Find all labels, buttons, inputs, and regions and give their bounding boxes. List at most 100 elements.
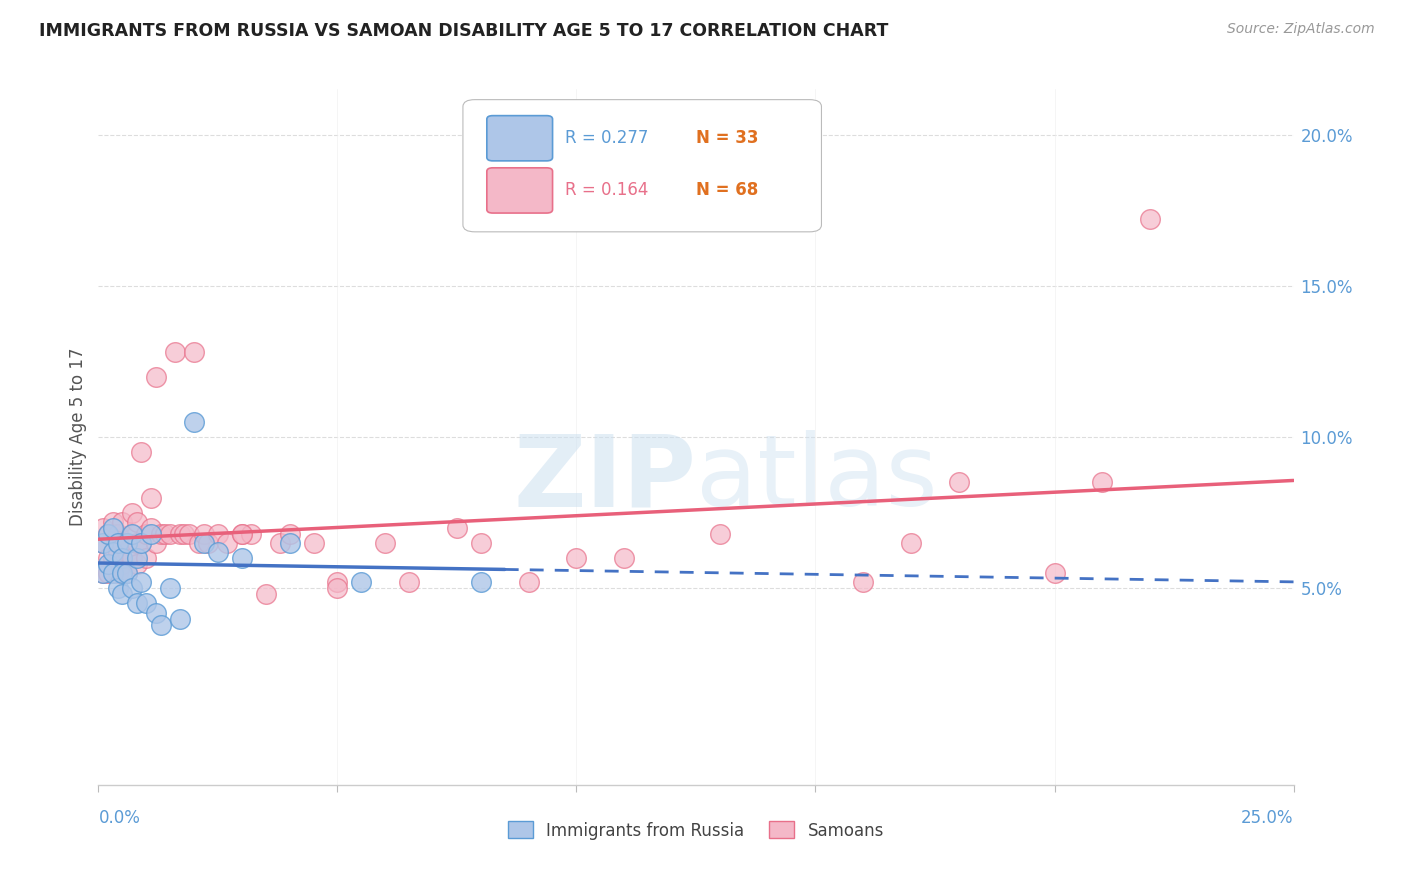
Point bbox=[446, 521, 468, 535]
Point bbox=[240, 527, 263, 541]
Point bbox=[121, 551, 143, 566]
Text: Source: ZipAtlas.com: Source: ZipAtlas.com bbox=[1227, 22, 1375, 37]
Point bbox=[163, 345, 186, 359]
Point bbox=[115, 566, 138, 581]
Point bbox=[173, 527, 195, 541]
Point bbox=[131, 536, 153, 550]
Point bbox=[1091, 475, 1114, 490]
Point bbox=[302, 536, 325, 550]
Point bbox=[613, 551, 636, 566]
Point bbox=[97, 551, 120, 566]
Point bbox=[121, 506, 143, 520]
Text: R = 0.164: R = 0.164 bbox=[565, 181, 648, 199]
Point bbox=[139, 491, 162, 505]
Point bbox=[517, 575, 540, 590]
Point bbox=[121, 527, 143, 541]
Point bbox=[131, 445, 153, 459]
Point bbox=[709, 527, 731, 541]
Point bbox=[350, 575, 373, 590]
Point bbox=[101, 545, 124, 559]
Point bbox=[155, 527, 177, 541]
Point bbox=[135, 597, 157, 611]
Text: 0.0%: 0.0% bbox=[98, 809, 141, 827]
Point bbox=[107, 566, 129, 581]
Point bbox=[179, 527, 201, 541]
Point bbox=[97, 527, 120, 541]
Point bbox=[470, 575, 492, 590]
Point bbox=[207, 545, 229, 559]
Point bbox=[269, 536, 291, 550]
Point bbox=[326, 582, 349, 596]
Point bbox=[125, 515, 148, 529]
Point bbox=[139, 527, 162, 541]
Point bbox=[91, 536, 114, 550]
FancyBboxPatch shape bbox=[463, 100, 821, 232]
Point bbox=[135, 527, 157, 541]
Point bbox=[159, 582, 181, 596]
Point bbox=[125, 597, 148, 611]
Point bbox=[125, 551, 148, 566]
FancyBboxPatch shape bbox=[486, 116, 553, 161]
Point bbox=[131, 575, 153, 590]
Point bbox=[326, 575, 349, 590]
Point bbox=[135, 551, 157, 566]
Point bbox=[97, 566, 120, 581]
Point bbox=[101, 527, 124, 541]
Point bbox=[231, 527, 253, 541]
Point bbox=[107, 536, 129, 550]
Text: R = 0.277: R = 0.277 bbox=[565, 129, 648, 147]
Point bbox=[97, 557, 120, 571]
Point bbox=[187, 536, 209, 550]
Point bbox=[145, 606, 167, 620]
Point bbox=[231, 527, 253, 541]
Point bbox=[900, 536, 922, 550]
Point bbox=[91, 566, 114, 581]
Point bbox=[107, 545, 129, 559]
Point bbox=[111, 515, 134, 529]
Point bbox=[131, 536, 153, 550]
Point bbox=[852, 575, 875, 590]
Point bbox=[374, 536, 396, 550]
Point bbox=[115, 566, 138, 581]
Point bbox=[139, 521, 162, 535]
Point bbox=[111, 551, 134, 566]
Legend: Immigrants from Russia, Samoans: Immigrants from Russia, Samoans bbox=[501, 814, 891, 847]
Point bbox=[91, 521, 114, 535]
Point bbox=[217, 536, 239, 550]
Text: N = 68: N = 68 bbox=[696, 181, 758, 199]
Point bbox=[101, 551, 124, 566]
Point bbox=[111, 536, 134, 550]
Point bbox=[278, 527, 301, 541]
Point bbox=[97, 527, 120, 541]
Point bbox=[398, 575, 420, 590]
Point bbox=[278, 536, 301, 550]
Point bbox=[149, 527, 172, 541]
Point bbox=[145, 369, 167, 384]
Point bbox=[1139, 212, 1161, 227]
Point bbox=[111, 557, 134, 571]
Point bbox=[91, 566, 114, 581]
Point bbox=[193, 536, 215, 550]
Point bbox=[107, 582, 129, 596]
Point bbox=[91, 536, 114, 550]
Text: N = 33: N = 33 bbox=[696, 129, 758, 147]
Text: atlas: atlas bbox=[696, 430, 938, 527]
FancyBboxPatch shape bbox=[486, 168, 553, 213]
Point bbox=[254, 587, 277, 601]
Point bbox=[115, 536, 138, 550]
Point bbox=[115, 536, 138, 550]
Point bbox=[111, 566, 134, 581]
Point bbox=[121, 527, 143, 541]
Point bbox=[183, 345, 205, 359]
Point bbox=[101, 521, 124, 535]
Point bbox=[149, 617, 172, 632]
Point bbox=[111, 587, 134, 601]
Y-axis label: Disability Age 5 to 17: Disability Age 5 to 17 bbox=[69, 348, 87, 526]
Point bbox=[121, 582, 143, 596]
Point bbox=[183, 415, 205, 429]
Point bbox=[470, 536, 492, 550]
Point bbox=[107, 527, 129, 541]
Point bbox=[145, 536, 167, 550]
Point bbox=[207, 527, 229, 541]
Point bbox=[948, 475, 970, 490]
